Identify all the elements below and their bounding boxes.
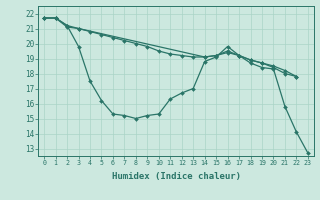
- X-axis label: Humidex (Indice chaleur): Humidex (Indice chaleur): [111, 172, 241, 181]
